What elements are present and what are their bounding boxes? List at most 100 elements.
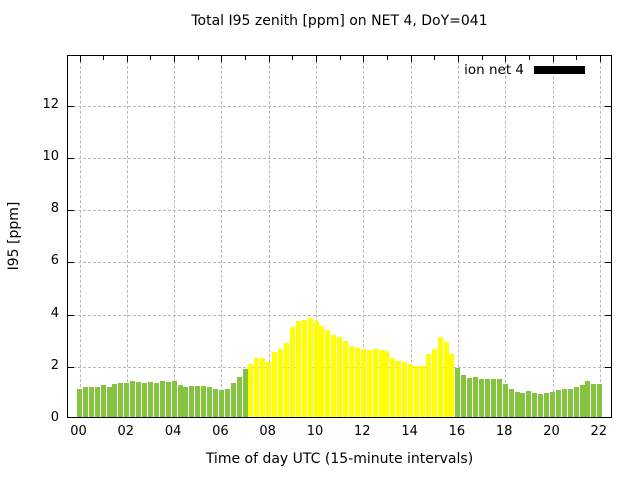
x-gridline bbox=[457, 56, 459, 417]
x-minor-tick-top bbox=[292, 56, 294, 60]
bar bbox=[183, 387, 189, 417]
bar bbox=[289, 327, 295, 417]
x-tick-label: 16 bbox=[448, 424, 466, 439]
x-tick-label: 14 bbox=[401, 424, 418, 439]
bar bbox=[343, 341, 349, 417]
bar bbox=[218, 389, 224, 417]
y-gridline bbox=[68, 105, 611, 107]
bar bbox=[189, 385, 195, 417]
y-gridline bbox=[68, 314, 611, 316]
x-minor-tick-top bbox=[386, 56, 388, 60]
y-tick-label: 10 bbox=[42, 148, 59, 164]
bar bbox=[443, 342, 449, 417]
bar bbox=[230, 382, 236, 417]
bar bbox=[254, 358, 260, 417]
y-tick-left bbox=[68, 105, 74, 107]
bar bbox=[195, 385, 201, 417]
bar bbox=[467, 377, 473, 417]
bar bbox=[378, 349, 384, 417]
bar bbox=[313, 320, 319, 417]
x-gridline bbox=[599, 56, 601, 417]
bar bbox=[484, 379, 490, 417]
x-tick-label: 12 bbox=[354, 424, 371, 439]
bar bbox=[532, 393, 538, 417]
bar bbox=[100, 385, 106, 417]
x-tick-label: 02 bbox=[117, 424, 135, 439]
bar bbox=[301, 319, 307, 417]
x-minor-tick-top bbox=[434, 56, 436, 60]
bar bbox=[159, 381, 165, 417]
x-minor-tick-top bbox=[197, 56, 199, 60]
bar bbox=[585, 381, 591, 417]
bar bbox=[538, 394, 544, 417]
y-tick-label: 12 bbox=[42, 96, 59, 112]
x-gridline bbox=[505, 56, 507, 417]
bar bbox=[94, 387, 100, 417]
x-minor-tick-top bbox=[103, 56, 105, 60]
bar bbox=[414, 365, 419, 417]
bar bbox=[508, 389, 514, 417]
x-gridline bbox=[552, 56, 554, 417]
bar bbox=[348, 345, 354, 417]
y-tick-right bbox=[605, 105, 611, 107]
x-minor-tick-top bbox=[339, 56, 341, 60]
x-tick-top bbox=[552, 56, 554, 62]
x-tick-top bbox=[316, 56, 317, 62]
bar bbox=[354, 348, 360, 417]
bar bbox=[112, 384, 118, 417]
x-gridline bbox=[268, 56, 270, 417]
y-tick-label: 0 bbox=[50, 410, 59, 425]
x-tick-label: 10 bbox=[306, 424, 324, 439]
bar bbox=[147, 382, 153, 417]
x-minor-tick-top bbox=[528, 56, 530, 60]
bar bbox=[278, 348, 284, 417]
bar bbox=[591, 384, 597, 417]
bar bbox=[473, 377, 479, 417]
bar bbox=[526, 391, 532, 417]
bar bbox=[124, 382, 130, 417]
x-tick-top bbox=[363, 56, 365, 62]
y-tick-left bbox=[68, 157, 74, 159]
bar bbox=[82, 387, 88, 417]
bar bbox=[331, 334, 337, 417]
bar bbox=[272, 352, 278, 417]
bar bbox=[266, 361, 272, 417]
y-tick-right bbox=[605, 314, 611, 316]
bar bbox=[408, 364, 414, 417]
x-minor-tick-top bbox=[150, 56, 152, 60]
bar bbox=[295, 320, 301, 417]
bar bbox=[118, 383, 124, 417]
bar bbox=[307, 318, 313, 417]
bar bbox=[177, 384, 183, 417]
x-tick-top bbox=[126, 56, 128, 62]
bar bbox=[236, 377, 242, 417]
bar bbox=[579, 385, 585, 417]
bar bbox=[130, 381, 136, 417]
bar bbox=[372, 349, 378, 417]
x-minor-tick-top bbox=[576, 56, 578, 60]
legend-swatch bbox=[534, 66, 585, 74]
bar bbox=[449, 353, 455, 417]
bar bbox=[425, 354, 431, 417]
x-tick-top bbox=[268, 56, 270, 62]
bar bbox=[153, 383, 159, 417]
x-tick-top bbox=[79, 56, 81, 62]
y-tick-label: 4 bbox=[50, 305, 59, 321]
y-tick-left bbox=[68, 314, 74, 316]
bar bbox=[283, 342, 289, 417]
y-tick-label: 6 bbox=[50, 253, 59, 269]
x-gridline bbox=[221, 56, 223, 417]
x-tick-label: 06 bbox=[212, 424, 229, 439]
x-tick-label: 04 bbox=[164, 424, 182, 439]
y-tick-left bbox=[68, 366, 74, 368]
bar bbox=[544, 393, 550, 417]
bar bbox=[561, 389, 567, 417]
x-tick-top bbox=[457, 56, 459, 62]
x-gridline bbox=[126, 56, 128, 417]
y-gridline bbox=[68, 210, 611, 212]
bar bbox=[461, 374, 467, 417]
x-tick-label: 22 bbox=[590, 424, 608, 439]
x-tick-label: 08 bbox=[259, 424, 276, 439]
chart-title: Total I95 zenith [ppm] on NET 4, DoY=041 bbox=[191, 13, 488, 29]
